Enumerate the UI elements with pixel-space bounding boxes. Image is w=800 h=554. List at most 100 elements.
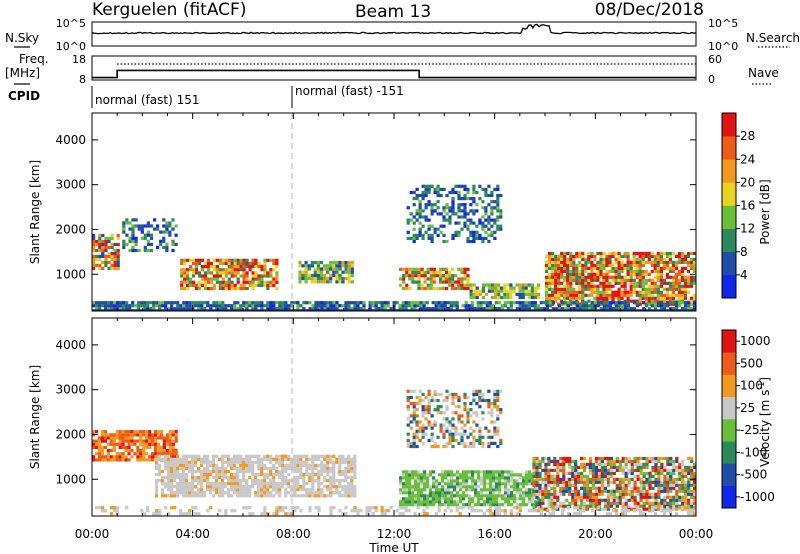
power-cell: [206, 265, 211, 269]
power-cell: [623, 301, 628, 305]
power-cell: [180, 268, 184, 272]
velocity-cell: [418, 402, 422, 406]
power-cell: [611, 293, 615, 297]
velocity-cell: [678, 474, 682, 478]
power-cell: [611, 251, 615, 256]
velocity-cell: [489, 500, 493, 504]
velocity-cell: [389, 506, 393, 510]
velocity-cell: [451, 438, 455, 442]
power-cell: [527, 292, 531, 296]
velocity-cell: [263, 509, 267, 513]
power-cell: [436, 212, 440, 216]
velocity-cell: [95, 458, 99, 462]
power-cell: [593, 287, 597, 291]
velocity-cell: [618, 465, 622, 469]
power-colorbar-swatch: [722, 182, 736, 206]
velocity-cell: [171, 430, 175, 434]
velocity-cell: [299, 454, 303, 458]
power-cell: [548, 284, 552, 288]
power-cell: [629, 299, 633, 303]
velocity-cell: [272, 475, 276, 480]
velocity-cell: [224, 512, 228, 516]
power-cell: [218, 307, 222, 311]
power-cell: [374, 304, 378, 308]
velocity-cell: [429, 470, 433, 474]
velocity-cell: [498, 491, 502, 495]
power-cell: [566, 278, 570, 282]
power-colorbar-swatch: [722, 228, 736, 253]
velocity-cell: [504, 482, 508, 486]
velocity-cell: [450, 470, 454, 474]
power-cell: [545, 278, 549, 282]
power-cell: [416, 301, 420, 305]
power-cell: [455, 307, 459, 311]
power-cell: [596, 290, 600, 294]
velocity-cell: [106, 436, 110, 440]
velocity-cell: [185, 512, 189, 516]
velocity-cell: [621, 495, 625, 499]
velocity-cell: [399, 479, 403, 483]
velocity-cell: [158, 509, 162, 513]
power-cell: [149, 233, 154, 237]
power-ylabel: Slant Range [km]: [28, 160, 42, 264]
velocity-cell: [191, 460, 195, 464]
velocity-cell: [577, 474, 581, 478]
velocity-cell: [448, 441, 452, 445]
power-cell: [95, 263, 99, 267]
velocity-cell: [416, 506, 420, 510]
power-cell: [221, 301, 225, 305]
velocity-cell: [618, 480, 622, 484]
velocity-cell: [151, 433, 155, 437]
velocity-cell: [638, 509, 643, 513]
velocity-cell: [329, 469, 333, 474]
velocity-cell: [441, 476, 445, 480]
power-cell: [671, 293, 675, 297]
velocity-cell: [645, 489, 649, 493]
power-cell: [638, 263, 642, 267]
velocity-cell: [125, 506, 129, 510]
power-cell: [641, 287, 645, 291]
power-cell: [457, 209, 461, 213]
velocity-cell: [497, 509, 501, 513]
power-cell: [644, 304, 649, 308]
power-cell: [669, 301, 673, 305]
power-cell: [313, 273, 317, 277]
power-cell: [326, 301, 330, 305]
velocity-cell: [412, 432, 416, 436]
power-cell: [251, 265, 255, 269]
velocity-cell: [171, 442, 175, 446]
velocity-cell: [402, 488, 406, 492]
power-cell: [389, 307, 393, 311]
power-cell: [454, 184, 458, 188]
power-cell: [563, 257, 567, 261]
velocity-cell: [496, 389, 500, 393]
power-cell: [323, 301, 327, 305]
power-cell: [242, 304, 246, 308]
velocity-cell: [95, 506, 99, 510]
velocity-cell: [287, 479, 291, 483]
velocity-cell: [441, 488, 445, 492]
velocity-cell: [522, 482, 526, 486]
power-cell: [481, 236, 485, 240]
power-cell: [587, 299, 591, 303]
velocity-cell: [444, 503, 448, 507]
power-cell: [429, 267, 433, 271]
velocity-cell: [287, 454, 291, 458]
velocity-cell: [423, 470, 427, 474]
velocity-cell: [415, 402, 419, 406]
power-cell: [107, 307, 111, 311]
velocity-cell: [412, 441, 416, 445]
velocity-cell: [408, 476, 412, 480]
power-cell: [478, 236, 482, 240]
velocity-cell: [454, 432, 458, 436]
velocity-cell: [513, 473, 517, 477]
power-cell: [218, 271, 222, 275]
power-cell: [441, 280, 446, 284]
power-cell: [572, 275, 576, 279]
velocity-cell: [535, 477, 539, 481]
velocity-cell: [163, 460, 168, 464]
power-data: [92, 184, 696, 311]
velocity-cell: [663, 456, 667, 461]
velocity-cell: [335, 485, 339, 489]
power-cell: [195, 268, 199, 272]
